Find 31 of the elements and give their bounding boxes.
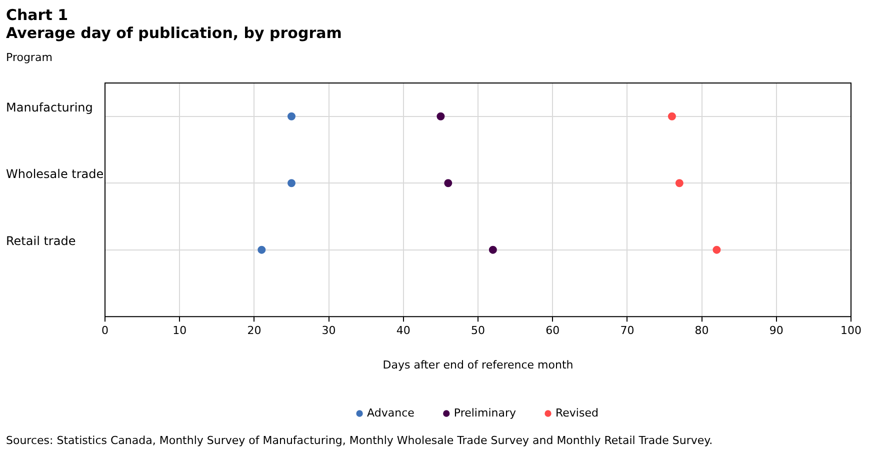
y-tick-label: Retail trade [6,234,76,248]
chart-title: Chart 1 [6,6,70,24]
point [444,179,452,188]
x-tick-label: 20 [247,324,262,338]
x-tick-label: 80 [694,324,709,338]
x-tick-label: 0 [102,324,108,338]
legend-label: Advance [367,406,415,420]
x-tick-label: 40 [396,324,410,338]
x-tick-label: 60 [546,324,560,338]
point [488,246,497,254]
point [436,112,445,120]
y-tick-label: Manufacturing [6,100,93,114]
point [288,112,296,120]
legend-label: Revised [556,406,598,420]
x-tick-label: 30 [322,324,336,338]
x-tick-label: 10 [172,324,187,338]
chart-subtitle: Average day of publication, by program [6,24,342,42]
x-tick-label: 100 [840,324,862,338]
source-note: Sources: Statistics Canada, Monthly Survey of Manufacturing, Monthly Wholesale Trade Survey and Monthly Retail Trade Survey. [6,434,713,447]
x-axis-title: Days after end of reference month [382,358,574,372]
y-tick-label: Wholesale trade [6,167,104,182]
point [258,246,266,254]
point [668,112,676,120]
y-axis-title: Program [6,51,52,64]
point [712,246,721,254]
x-tick-label: 70 [620,324,634,338]
legend-label: Preliminary [454,406,516,420]
x-tick-label: 90 [769,324,784,338]
point [288,179,296,188]
point [675,179,684,188]
x-tick-label: 50 [471,324,485,338]
